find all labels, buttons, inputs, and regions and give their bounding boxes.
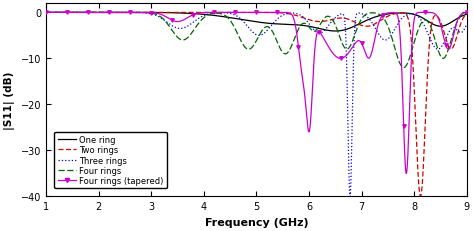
Legend: One ring, Two rings, Three rings, Four rings, Four rings (tapered): One ring, Two rings, Three rings, Four r… bbox=[55, 132, 167, 188]
Y-axis label: |S11| (dB): |S11| (dB) bbox=[4, 71, 15, 129]
X-axis label: Frequency (GHz): Frequency (GHz) bbox=[205, 217, 308, 227]
